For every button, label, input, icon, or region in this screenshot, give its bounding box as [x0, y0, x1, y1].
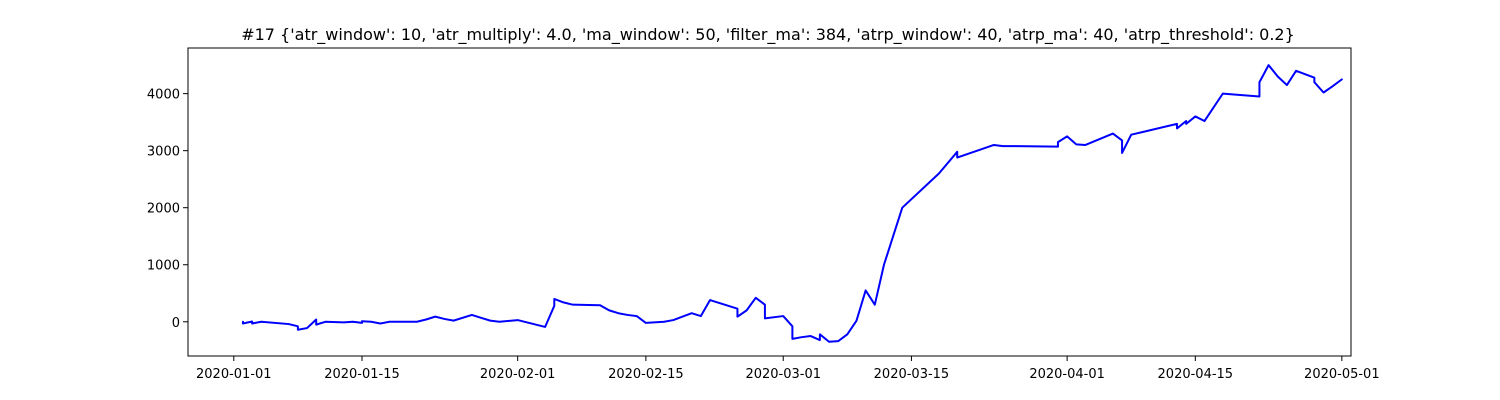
x-tick-label: 2020-04-15: [1158, 367, 1234, 382]
y-axis: 0 1000 2000 3000 4000: [147, 88, 188, 331]
x-tick-label: 2020-01-01: [196, 367, 272, 382]
y-tick-label: 3000: [147, 145, 180, 160]
x-axis: 2020-01-01 2020-01-15 2020-02-01 2020-02-15…: [196, 356, 1380, 382]
series-line-0: [241, 64, 1343, 343]
plot-area: [241, 64, 1343, 343]
y-tick-label: 4000: [147, 88, 180, 103]
y-tick-label: 0: [172, 316, 180, 331]
axes-frame: [187, 47, 1352, 357]
x-tick-label: 2020-02-15: [608, 367, 684, 382]
x-tick-label: 2020-02-01: [480, 367, 556, 382]
x-tick-label: 2020-05-01: [1304, 367, 1380, 382]
y-tick-label: 1000: [147, 259, 180, 274]
x-tick-label: 2020-01-15: [324, 367, 400, 382]
x-tick-label: 2020-03-15: [874, 367, 950, 382]
chart-title: #17 {'atr_window': 10, 'atr_multiply': 4…: [241, 25, 1295, 45]
x-tick-label: 2020-04-01: [1029, 367, 1105, 382]
x-tick-label: 2020-03-01: [745, 367, 821, 382]
y-tick-label: 2000: [147, 202, 180, 217]
